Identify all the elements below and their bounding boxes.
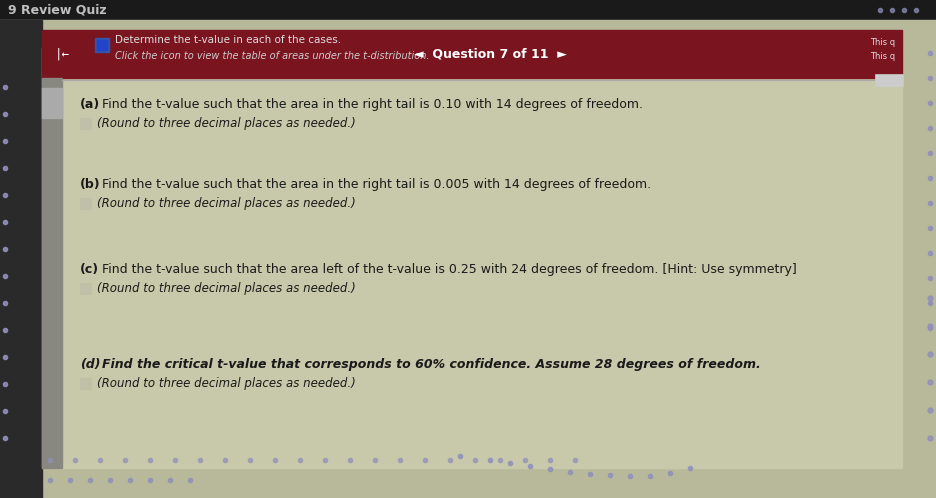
Text: (Round to three decimal places as needed.): (Round to three decimal places as needed…	[97, 117, 356, 130]
Bar	[42, 48, 902, 468]
Text: Find the t-value such that the area in the right tail is 0.005 with 14 degrees o: Find the t-value such that the area in t…	[102, 178, 651, 191]
Text: ◄  Question 7 of 11  ►: ◄ Question 7 of 11 ►	[414, 47, 566, 60]
Text: Find the t-value such that the area in the right tail is 0.10 with 14 degrees of: Find the t-value such that the area in t…	[102, 98, 643, 111]
Bar	[42, 78, 62, 468]
Text: (c): (c)	[80, 263, 99, 276]
Bar	[97, 40, 107, 50]
Bar	[80, 283, 91, 294]
Text: Find the t-value such that the area left of the t-value is 0.25 with 24 degrees : Find the t-value such that the area left…	[102, 263, 797, 276]
Text: Determine the t-value in each of the cases.: Determine the t-value in each of the cas…	[115, 35, 341, 45]
Text: 9 Review Quiz: 9 Review Quiz	[8, 3, 107, 16]
Text: Find the critical t-value that corresponds to 60% confidence. Assume 28 degrees : Find the critical t-value that correspon…	[102, 358, 761, 371]
Bar	[42, 30, 902, 78]
Text: (d): (d)	[80, 358, 100, 371]
Text: This q: This q	[870, 37, 895, 46]
Text: (Round to three decimal places as needed.): (Round to three decimal places as needed…	[97, 377, 356, 390]
Bar	[80, 198, 91, 209]
Bar	[80, 378, 91, 389]
Text: This q: This q	[870, 51, 895, 60]
Text: (Round to three decimal places as needed.): (Round to three decimal places as needed…	[97, 282, 356, 295]
Bar	[875, 74, 903, 86]
Text: Click the icon to view the table of areas under the t-distribution.: Click the icon to view the table of area…	[115, 51, 430, 61]
Bar	[0, 20, 42, 498]
Bar	[42, 88, 62, 118]
Bar	[80, 118, 91, 129]
Text: (Round to three decimal places as needed.): (Round to three decimal places as needed…	[97, 197, 356, 210]
Text: (a): (a)	[80, 98, 100, 111]
Text: |←: |←	[55, 47, 70, 60]
Text: (b): (b)	[80, 178, 101, 191]
Bar	[95, 38, 109, 52]
Bar	[0, 0, 936, 20]
